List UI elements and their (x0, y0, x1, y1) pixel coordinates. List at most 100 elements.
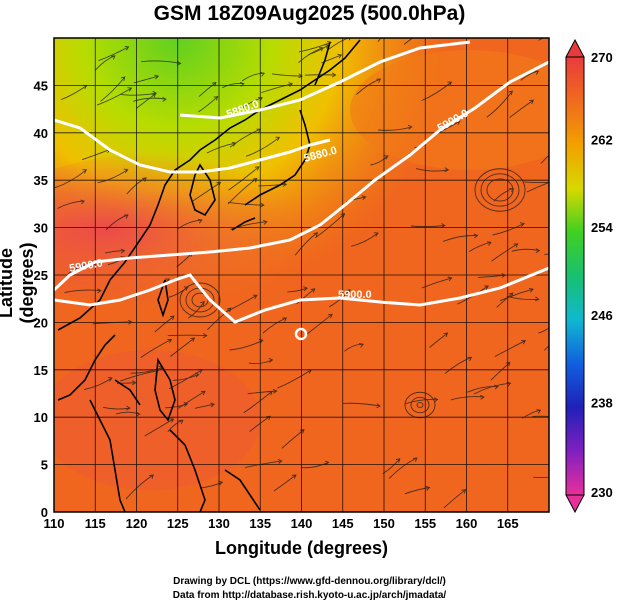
streamline (105, 250, 125, 254)
streamline-arrowhead (124, 45, 130, 51)
streamline-arrowhead (412, 457, 418, 462)
streamline-arrowhead (376, 78, 382, 83)
streamline (547, 43, 549, 46)
plot-frame (53, 37, 550, 513)
circulation-swirl (410, 396, 430, 414)
streamline-arrowhead (190, 337, 196, 342)
streamline-arrowhead (480, 394, 485, 400)
streamline (222, 82, 244, 89)
y-tick-label: 15 (34, 363, 48, 378)
streamline-arrowhead (123, 168, 129, 174)
streamline-arrowhead (299, 429, 305, 434)
streamline (370, 155, 389, 166)
x-tick-label: 135 (249, 516, 271, 531)
streamline-arrowhead (513, 243, 519, 248)
colorbar-label: 270 (591, 50, 613, 65)
streamline-arrowhead (529, 99, 535, 105)
streamline (356, 78, 381, 95)
x-axis-label: Longitude (degrees) (214, 538, 388, 558)
streamline (57, 200, 85, 209)
streamline-arrowhead (326, 40, 332, 46)
streamline-arrowhead (508, 90, 513, 96)
streamline (404, 487, 430, 495)
streamline (229, 128, 261, 148)
streamline (133, 75, 159, 84)
y-tick-label: 5 (41, 458, 48, 473)
x-tick-label: 140 (291, 516, 313, 531)
streamline-arrowhead (376, 403, 381, 409)
streamline (416, 168, 449, 172)
streamline (168, 286, 189, 298)
streamline-arrowhead (549, 180, 553, 184)
streamline (97, 169, 128, 184)
streamline-arrowhead (275, 136, 281, 142)
streamline (308, 44, 329, 56)
streamline-arrowhead (272, 388, 278, 394)
streamline (172, 373, 199, 381)
streamline (493, 188, 514, 202)
streamline-arrowhead (202, 333, 208, 339)
streamline (494, 340, 526, 357)
streamline-arrowhead (348, 38, 351, 41)
streamline-arrowhead (327, 313, 333, 319)
streamline (154, 315, 175, 333)
streamline-arrowhead (506, 381, 512, 387)
streamline-arrowhead (222, 24, 226, 28)
streamline (477, 274, 506, 278)
circulation-swirl (474, 168, 526, 212)
streamline (83, 377, 113, 390)
y-tick-label: 20 (34, 315, 48, 330)
streamline-arrowhead (252, 294, 258, 300)
streamline (404, 398, 438, 405)
streamline (115, 411, 140, 415)
streamline (298, 41, 332, 53)
colorbar-top-arrow (565, 38, 585, 58)
streamline-arrowhead (559, 20, 563, 24)
streamline (177, 219, 202, 229)
y-tick-label: 40 (34, 126, 48, 141)
streamline-arrowhead (345, 289, 351, 294)
streamline (116, 382, 136, 384)
streamline-arrowhead (519, 222, 525, 227)
streamline (543, 345, 549, 351)
streamline (170, 337, 195, 357)
streamline-arrowhead (528, 287, 534, 293)
streamline (243, 391, 273, 414)
contour-5880-b (179, 40, 471, 120)
streamline (224, 294, 258, 314)
streamline (277, 369, 312, 389)
streamline-arrowhead (252, 177, 258, 183)
streamline-arrowhead (494, 384, 499, 390)
streamline (421, 81, 452, 101)
streamline (444, 356, 472, 374)
colorbar-bottom-arrow (565, 494, 585, 514)
streamline (92, 321, 132, 325)
streamline (328, 38, 350, 50)
streamline (130, 367, 163, 374)
streamline-arrowhead (149, 474, 154, 479)
streamline-arrowhead (340, 213, 346, 218)
streamline-arrowhead (218, 480, 224, 486)
streamline-arrowhead (310, 288, 316, 293)
contour-label: 5900.0 (338, 289, 372, 301)
contour-5880-a (54, 118, 331, 174)
streamline-arrowhead (373, 232, 379, 237)
streamline (125, 474, 154, 500)
streamline (126, 177, 147, 195)
height-contours (54, 40, 549, 341)
streamline-arrowhead (231, 141, 237, 147)
streamline-arrowhead (291, 474, 297, 479)
streamline-arrowhead (194, 372, 200, 378)
streamline (54, 169, 87, 189)
colorbar-label: 230 (591, 485, 613, 500)
streamline-arrowhead (258, 97, 263, 102)
streamline-arrowhead (200, 301, 205, 306)
streamline-arrowhead (266, 415, 271, 421)
streamline (300, 461, 329, 469)
streamline (96, 87, 132, 106)
streamline (467, 385, 499, 393)
streamline (206, 307, 232, 331)
x-tick-label: 130 (208, 516, 230, 531)
streamline (249, 415, 271, 432)
